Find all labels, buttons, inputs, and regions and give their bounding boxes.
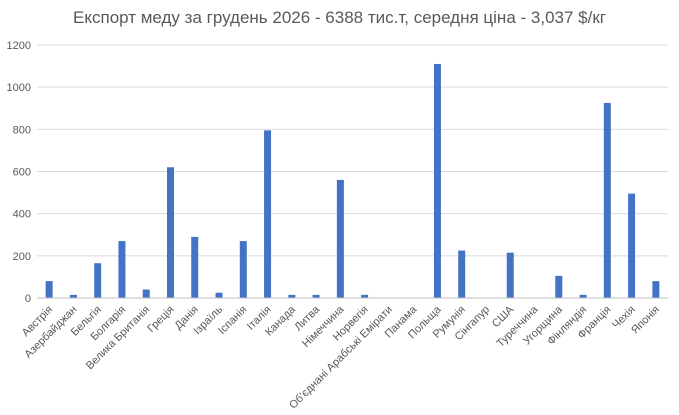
y-tick-label: 400 — [13, 209, 31, 221]
x-axis-ticks: АвстріяАзербайджанБельгіяБолгаріяВелика … — [20, 303, 662, 412]
bar — [603, 102, 611, 299]
y-tick-label: 1000 — [7, 82, 31, 94]
bar — [215, 292, 223, 298]
y-tick-label: 800 — [13, 124, 31, 136]
bars — [45, 63, 660, 299]
y-tick-label: 0 — [25, 293, 31, 305]
bar — [555, 275, 563, 298]
bar — [118, 241, 126, 298]
y-axis-ticks: 0 200 400 600 800 1000 1200 — [7, 40, 31, 305]
x-tick-label: Греція — [145, 304, 176, 335]
bar — [166, 167, 174, 298]
y-tick-label: 600 — [13, 167, 31, 179]
bar — [361, 294, 369, 298]
bar — [506, 252, 514, 298]
bar — [312, 294, 320, 298]
bar — [652, 281, 660, 298]
bar — [69, 294, 77, 298]
chart-title: Експорт меду за грудень 2026 - 6388 тис.… — [73, 8, 606, 27]
bar — [191, 236, 199, 298]
bar — [628, 193, 636, 298]
bar — [142, 289, 150, 298]
y-tick-label: 200 — [13, 251, 31, 263]
bar — [336, 179, 344, 298]
y-tick-label: 1200 — [7, 40, 31, 52]
bar — [264, 130, 272, 298]
bar — [94, 263, 102, 298]
bar — [288, 294, 296, 298]
bar — [458, 250, 466, 298]
bar — [45, 281, 53, 298]
bar — [433, 63, 441, 298]
bar — [579, 294, 587, 298]
bar — [239, 241, 247, 298]
gridlines — [37, 44, 668, 257]
